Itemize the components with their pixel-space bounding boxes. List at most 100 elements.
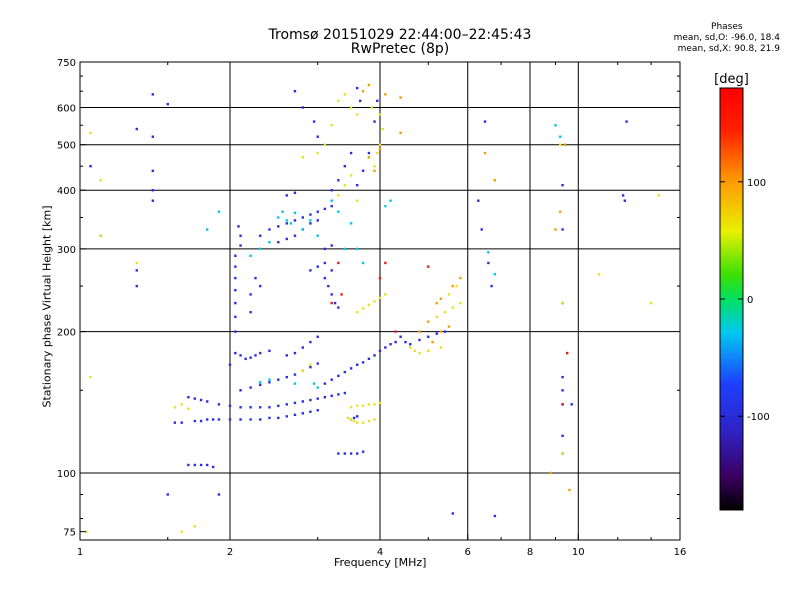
x-tick-label: 16 [674, 547, 687, 558]
data-point [493, 514, 497, 518]
x-tick-label: 2 [227, 547, 233, 558]
data-point [373, 300, 376, 303]
data-point [301, 400, 305, 403]
data-point [370, 106, 373, 109]
data-point [361, 89, 365, 93]
data-point [337, 261, 340, 265]
data-point [349, 174, 353, 177]
data-point [309, 363, 312, 366]
data-point [293, 413, 297, 417]
phase-o-mode: mean, sd,O: -96.0, 18.4 [673, 33, 780, 43]
y-tick-label: 750 [57, 58, 76, 69]
data-point [234, 351, 237, 355]
data-point [166, 102, 169, 106]
data-point [316, 234, 319, 237]
data-point [561, 375, 564, 379]
data-point [361, 450, 365, 453]
data-point [493, 179, 497, 182]
grid-layer [80, 62, 680, 540]
data-point [323, 382, 327, 385]
data-point [316, 265, 319, 268]
data-point [268, 378, 271, 381]
data-point [358, 99, 362, 103]
data-point [337, 99, 340, 103]
data-point [435, 301, 438, 305]
data-point [367, 403, 371, 406]
data-point [355, 421, 359, 424]
data-point [340, 293, 343, 296]
data-point [323, 247, 327, 251]
data-point [259, 247, 262, 251]
data-point [561, 403, 564, 406]
data-point [249, 293, 252, 296]
data-point [293, 382, 297, 385]
data-point [337, 374, 340, 378]
data-point [378, 276, 382, 280]
data-point [349, 452, 353, 455]
data-point [234, 315, 237, 319]
y-tick-label: 600 [57, 104, 76, 115]
data-point [249, 406, 252, 409]
data-point [418, 338, 421, 342]
data-point [447, 293, 451, 296]
data-point [323, 143, 327, 146]
data-point [249, 254, 252, 258]
data-point [316, 219, 319, 222]
data-point [490, 284, 493, 288]
data-point [570, 403, 573, 406]
data-point [355, 199, 359, 202]
data-point [330, 189, 333, 192]
data-point [309, 219, 312, 222]
data-point [330, 269, 333, 272]
data-point [337, 210, 340, 213]
data-point [99, 179, 102, 182]
data-point [376, 99, 379, 103]
data-point [355, 247, 359, 251]
data-point [254, 276, 257, 280]
data-point [549, 471, 552, 475]
data-point [135, 269, 138, 272]
data-point [597, 273, 601, 276]
colorbar-tick-label: 100 [747, 178, 766, 189]
data-point [85, 530, 88, 533]
data-point [193, 525, 197, 528]
data-point [343, 247, 347, 251]
data-point [301, 369, 305, 373]
data-point [409, 346, 412, 349]
data-point [99, 234, 102, 237]
data-point [89, 131, 92, 135]
data-point [373, 403, 376, 406]
data-point [205, 463, 209, 467]
data-point [361, 261, 365, 265]
data-point [180, 421, 183, 424]
data-point [435, 315, 438, 319]
data-point [323, 261, 327, 265]
data-point [439, 346, 443, 349]
data-point [378, 401, 382, 405]
data-point [343, 164, 347, 168]
data-point [135, 284, 138, 288]
data-point [187, 407, 190, 410]
data-point [561, 183, 564, 187]
data-point [352, 419, 356, 423]
data-point [205, 228, 209, 231]
data-point [211, 465, 215, 469]
data-point [268, 228, 271, 231]
data-point [89, 164, 92, 168]
data-point [373, 169, 376, 172]
data-point [285, 237, 288, 241]
data-point [343, 183, 347, 187]
data-point [277, 241, 280, 244]
data-point [399, 96, 402, 99]
data-point [151, 169, 155, 172]
data-point [259, 383, 262, 387]
data-point [389, 343, 392, 346]
data-point [355, 404, 359, 408]
data-point [228, 418, 232, 421]
data-point [293, 373, 297, 376]
y-tick-label: 500 [57, 141, 76, 152]
data-point [367, 357, 371, 361]
data-point [293, 191, 297, 194]
data-point [309, 269, 312, 272]
data-point [459, 301, 462, 305]
